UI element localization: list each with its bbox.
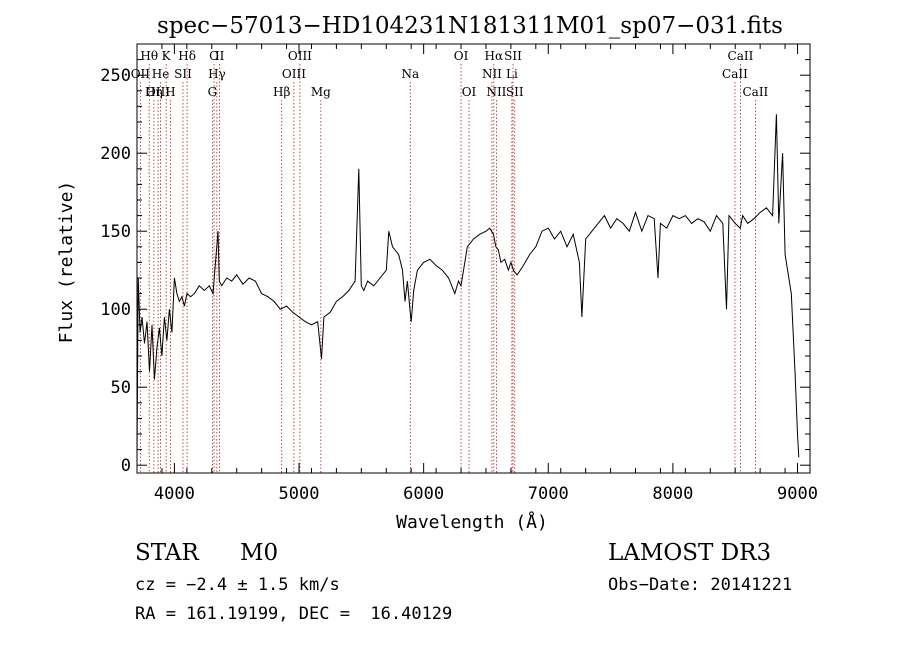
- marker-label: Hβ: [273, 85, 290, 99]
- marker-label: Hδ: [178, 49, 196, 63]
- obs-date: Obs−Date: 20141221: [608, 575, 792, 595]
- marker-label: OIII: [282, 67, 306, 81]
- marker-label: Li: [506, 67, 518, 81]
- y-tick-label: 0: [121, 456, 131, 476]
- marker-label: Hα: [485, 49, 504, 63]
- survey-name: LAMOST DR3: [608, 540, 771, 566]
- y-tick-label: 200: [100, 144, 131, 164]
- marker-label: CaII: [742, 85, 768, 99]
- x-tick-label: 4000: [154, 484, 195, 504]
- marker-label: II: [215, 49, 225, 63]
- marker-label: OII: [131, 67, 151, 81]
- object-subclass: M0: [240, 540, 278, 566]
- chart-title: spec−57013−HD104231N181311M01_sp07−031.f…: [157, 13, 783, 39]
- marker-label: Hγ: [208, 67, 226, 81]
- x-tick-label: 8000: [652, 484, 693, 504]
- y-tick-label: 50: [111, 378, 131, 398]
- y-tick-label: 250: [100, 66, 131, 86]
- object-class: STAR: [135, 540, 199, 566]
- axis-tick-labels: 4000 5000 6000 7000 8000 9000 0 50 100 150 200 250: [100, 66, 818, 504]
- marker-label: CaII: [722, 67, 748, 81]
- x-tick-label: 9000: [777, 484, 818, 504]
- marker-label: K: [162, 49, 172, 63]
- emission-line-markers: [139, 64, 756, 473]
- marker-label: H: [165, 85, 175, 99]
- marker-label: OI: [462, 85, 477, 99]
- marker-label: NII: [482, 67, 502, 81]
- marker-label: OI: [454, 49, 469, 63]
- x-tick-label: 5000: [279, 484, 320, 504]
- axis-ticks: [136, 44, 811, 473]
- plot-frame: [136, 43, 811, 474]
- marker-label: Na: [401, 67, 419, 81]
- y-axis-label: Flux (relative): [56, 181, 77, 344]
- marker-label: G: [208, 85, 218, 99]
- marker-label: Hη: [145, 85, 163, 99]
- y-tick-label: 150: [100, 222, 131, 242]
- x-tick-label: 6000: [403, 484, 444, 504]
- marker-label: NII: [486, 85, 506, 99]
- marker-label: SII: [174, 67, 192, 81]
- marker-label: SII: [504, 49, 522, 63]
- marker-label: CaII: [728, 49, 754, 63]
- marker-label: O: [209, 49, 219, 63]
- y-tick-label: 100: [100, 300, 131, 320]
- emission-line-labels: Hθ OII OIII He Hη K H SII Hδ G O Hγ II Hβ OIII OIII Mg Na…: [131, 49, 769, 99]
- x-axis-label: Wavelength (Å): [396, 511, 548, 533]
- spectrum-line: [136, 114, 800, 458]
- marker-label: He: [152, 67, 170, 81]
- marker-label: Hθ: [140, 49, 158, 63]
- marker-label: Mg: [311, 85, 331, 99]
- redshift-readout: cz = −2.4 ± 1.5 km/s: [135, 575, 340, 595]
- marker-label: SII: [506, 85, 524, 99]
- x-tick-label: 7000: [528, 484, 569, 504]
- coordinates-readout: RA = 161.19199, DEC = 16.40129: [135, 604, 452, 624]
- marker-label: OIII: [288, 49, 312, 63]
- marker-label: OIII: [146, 85, 170, 99]
